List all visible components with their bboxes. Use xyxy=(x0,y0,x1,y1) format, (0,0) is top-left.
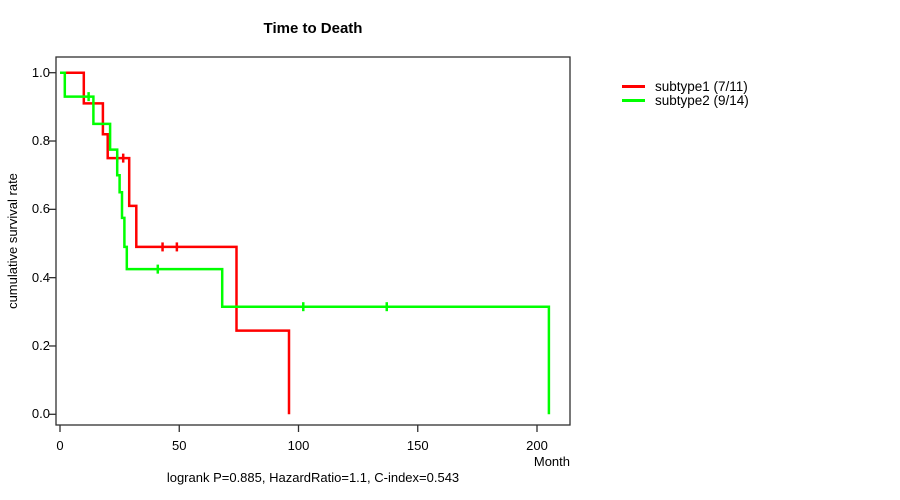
stats-annotation: logrank P=0.885, HazardRatio=1.1, C-inde… xyxy=(166,470,460,485)
chart-title: Time to Death xyxy=(263,20,363,37)
legend-item-subtype2: subtype2 (9/14) xyxy=(622,93,749,109)
y-tick-label: 0.0 xyxy=(31,406,50,422)
subtype1-curve xyxy=(60,71,291,415)
x-axis-title: Month xyxy=(533,454,570,469)
y-tick-label: 0.2 xyxy=(31,337,50,353)
x-tick-label: 0 xyxy=(56,438,64,453)
x-tick-label: 200 xyxy=(526,438,548,453)
y-tick-label: 1.0 xyxy=(31,64,50,80)
y-tick-label: 0.8 xyxy=(31,133,50,149)
x-tick-label: 150 xyxy=(406,438,429,453)
y-tick-label: 0.4 xyxy=(31,269,50,285)
x-tick-label: 50 xyxy=(172,438,187,453)
legend: subtype1 (7/11) subtype2 (9/14) xyxy=(622,79,749,108)
y-tick-label: 0.6 xyxy=(31,201,50,217)
legend-item-subtype1: subtype1 (7/11) xyxy=(622,79,749,94)
plot-border xyxy=(55,56,571,426)
legend-label-subtype1: subtype1 (7/11) xyxy=(655,78,748,94)
legend-label-subtype2: subtype2 (9/14) xyxy=(655,93,749,109)
subtype2-curve xyxy=(60,71,551,415)
legend-line-subtype1 xyxy=(622,84,645,88)
x-tick-label: 100 xyxy=(287,438,310,453)
legend-line-subtype2 xyxy=(622,99,645,103)
